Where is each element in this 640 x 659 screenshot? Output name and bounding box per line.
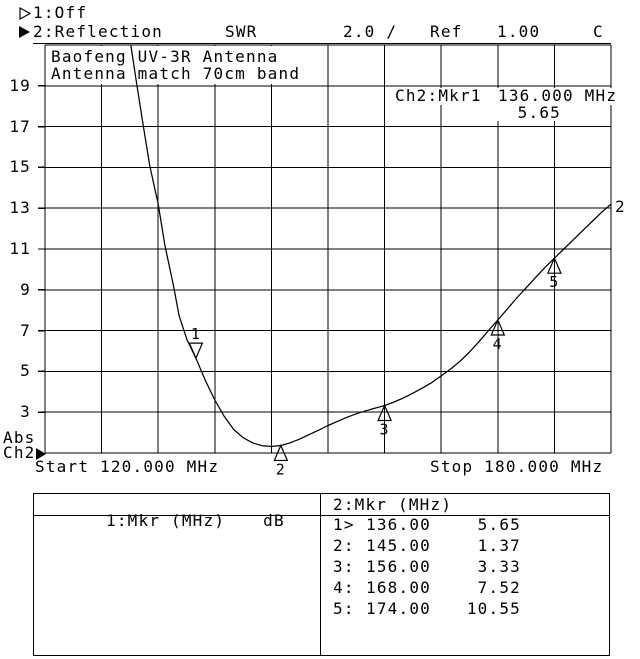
marker-table-row: 4: 168.00 7.52 [333,580,521,596]
marker-row-value: 5.65 [477,515,521,534]
marker-number-label: 4 [493,335,503,353]
trace-title: Baofeng UV-3R Antenna [51,47,279,66]
marker-table-row: 3: 156.00 3.33 [333,559,521,575]
marker-row-value: 1.37 [477,536,521,555]
y-axis-tick-label: 11 [9,239,31,258]
marker-triangle-icon [490,318,506,336]
channel1-select-triangle-icon [19,6,32,23]
marker-row-value: 7.52 [477,578,521,597]
marker-triangle-icon [377,403,393,422]
marker-table-row: 5: 174.00 10.55 [333,601,521,617]
marker-row-frequency: 174.00 [366,599,431,618]
marker-table-column-divider [320,494,321,655]
cal-indicator: C [593,22,604,41]
marker-row-frequency: 145.00 [366,536,431,555]
marker-row-id: 5: [333,599,355,618]
marker-table: 1:Mkr (MHz) dB 2:Mkr (MHz) 1> 136.00 5.65 2:… [33,493,610,656]
ch1-header-unit: dB [263,511,285,530]
marker-row-frequency: 168.00 [366,578,431,597]
axis-channel-label: Ch2 [3,443,36,462]
channel1-label: 1:Off [33,3,88,22]
trace-number-label: 2 [615,197,626,216]
marker-table-row: 1> 136.00 5.65 [333,517,521,533]
active-marker-value: 5.65 [497,105,561,121]
marker-row-id: 1> [333,515,355,534]
marker-number-label: 3 [379,420,389,438]
channel2-select-triangle-icon [19,26,30,38]
trace-title-box: Baofeng UV-3R Antenna Antenna match 70cm… [46,46,306,84]
marker-row-value: 3.33 [477,557,521,576]
channel2-scale-per-div: 2.0 / [343,22,398,41]
y-axis-tick-label: 9 [20,279,31,299]
marker-triangle-icon [273,443,289,462]
marker-row-frequency: 136.00 [366,515,431,534]
marker-number-label: 1 [191,325,201,343]
y-axis-tick-label: 17 [9,116,31,136]
channel2-ref-position-triangle-icon [36,448,46,460]
marker-row-value: 10.55 [466,599,521,618]
marker-number-label: 2 [276,460,286,478]
channel2-ref-label: Ref [430,22,463,41]
swr-trace [130,44,612,448]
y-axis-tick-label: 5 [20,361,31,381]
channel2-ref-value: 1.00 [497,22,541,41]
marker-triangle-icon [188,342,204,360]
y-axis-tick-label: 19 [9,75,31,95]
y-axis-tick-label: 13 [9,198,31,218]
y-axis-tick-label: 3 [20,402,31,422]
marker-table-ch2-header: 2:Mkr (MHz) [333,495,453,514]
trace-subtitle: Antenna match 70cm band [51,64,301,83]
channel2-label: 2:Reflection [33,22,163,41]
marker-triangle-icon [546,256,562,274]
sweep-start-label: Start 120.000 MHz [35,457,220,476]
y-axis-tick-label: 15 [9,157,31,177]
marker-number-label: 5 [549,273,559,291]
active-marker-frequency: 136.000 MHz [498,86,618,105]
active-marker-channel: Ch2:Mkr1 [395,86,482,105]
channel2-status-line: 2:Reflection SWR 2.0 / Ref 1.00 C [0,24,640,41]
marker-row-id: 3: [333,557,355,576]
sweep-stop-label: Stop 180.000 MHz [430,457,604,476]
ch1-header-title: 1:Mkr (MHz) [106,511,226,530]
axis-annotation: Abs Ch2 [3,428,46,462]
y-axis-tick-label: 7 [20,320,31,340]
marker-row-frequency: 156.00 [366,557,431,576]
marker-row-id: 4: [333,578,355,597]
marker-table-header-divider [34,515,609,516]
channel1-status-line: 1:Off [0,5,640,22]
marker-row-id: 2: [333,536,355,555]
marker-table-row: 2: 145.00 1.37 [333,538,521,554]
active-marker-readout: Ch2:Mkr1 136.000 MHz [393,88,640,105]
channel2-format: SWR [225,22,258,41]
marker-table-ch1-header: 1:Mkr (MHz) dB [41,497,285,545]
axis-mode-label: Abs [3,428,36,447]
